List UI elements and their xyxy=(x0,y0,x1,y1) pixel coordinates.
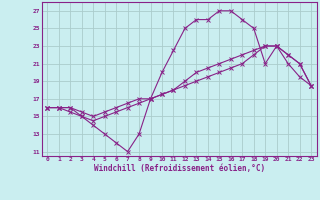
X-axis label: Windchill (Refroidissement éolien,°C): Windchill (Refroidissement éolien,°C) xyxy=(94,164,265,173)
